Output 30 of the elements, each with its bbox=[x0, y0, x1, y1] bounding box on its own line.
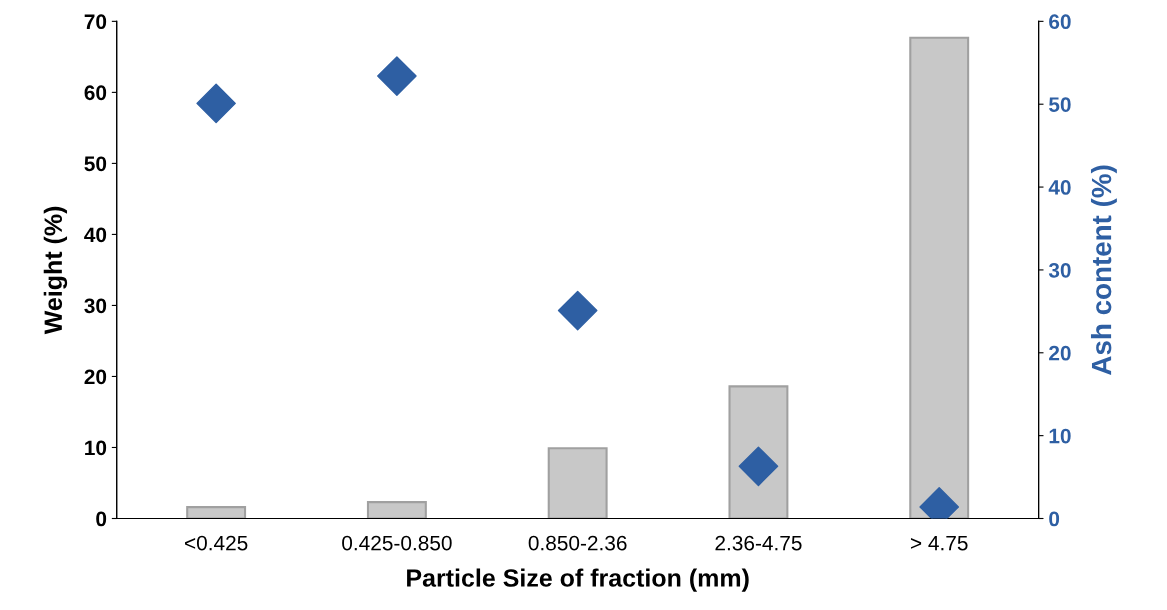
y2-axis-title: Ash content (%) bbox=[1090, 165, 1117, 375]
bar bbox=[547, 447, 608, 519]
y2-tick-label: 60 bbox=[1049, 14, 1071, 30]
x-tick-label: 0.425-0.850 bbox=[342, 535, 452, 551]
y-tick-label: 0 bbox=[96, 511, 107, 527]
y2-tick-label: 10 bbox=[1049, 428, 1071, 444]
y2-tick-label: 30 bbox=[1048, 262, 1071, 278]
x-tick-label: 2.36-4.75 bbox=[715, 535, 802, 551]
y-axis-title: Weight (%) bbox=[43, 206, 68, 335]
y-tick-label: 20 bbox=[84, 369, 107, 385]
y2-tick-label: 0 bbox=[1049, 511, 1060, 527]
x-axis-title: Particle Size of fraction (mm) bbox=[407, 568, 749, 592]
point bbox=[377, 56, 417, 96]
bar bbox=[186, 506, 247, 519]
y-tick-label: 70 bbox=[84, 14, 107, 30]
point bbox=[557, 290, 598, 331]
point bbox=[196, 83, 236, 124]
x-tick-label: 0.850-2.36 bbox=[528, 535, 627, 551]
y-tick-label: 40 bbox=[84, 227, 107, 243]
x-tick-label: > 4.75 bbox=[910, 535, 968, 551]
y-tick-label: 30 bbox=[84, 298, 107, 314]
y-tick-label: 10 bbox=[85, 440, 107, 456]
bar bbox=[909, 36, 970, 519]
y2-tick-label: 20 bbox=[1049, 345, 1071, 361]
y-tick-label: 60 bbox=[84, 85, 107, 101]
x-tick-label: <0.425 bbox=[185, 535, 248, 551]
y2-tick-label: 50 bbox=[1048, 97, 1071, 112]
y2-tick-label: 40 bbox=[1048, 180, 1071, 195]
y-tick-label: 50 bbox=[84, 156, 107, 172]
bar bbox=[366, 501, 427, 519]
